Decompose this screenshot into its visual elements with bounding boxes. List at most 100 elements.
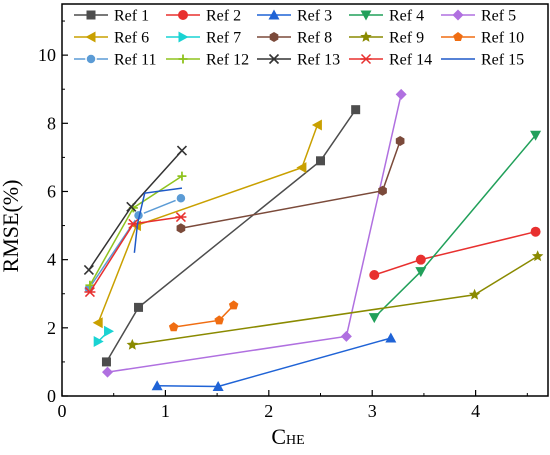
series-line: [105, 109, 357, 363]
legend-label: Ref 1: [114, 8, 149, 25]
data-point: [368, 313, 380, 324]
data-point: [134, 302, 144, 312]
data-point: [395, 136, 405, 147]
axis-layer: 0 1 2 3 4 0 2 4 6 8 10: [38, 3, 549, 421]
legend-swatch-marker: [268, 9, 280, 20]
legend-item: Ref 12: [166, 52, 249, 69]
series-line: [157, 337, 392, 388]
data-point: [415, 267, 427, 278]
x-tick-label: 1: [161, 401, 170, 421]
data-point: [176, 145, 188, 156]
y-tick-label: 8: [47, 113, 56, 133]
data-point: [84, 287, 96, 298]
series-line: [374, 230, 536, 276]
legend-swatch-marker: [178, 31, 189, 43]
data-point: [378, 185, 387, 196]
legend-label: Ref 13: [297, 52, 340, 69]
data-point: [83, 264, 94, 275]
y-tick-label: 4: [47, 250, 56, 270]
legend-label: Ref 14: [389, 52, 432, 69]
series-ref-8: [176, 136, 405, 234]
legend-swatch-marker: [178, 54, 188, 64]
legend-item: Ref 1: [74, 8, 149, 25]
data-point: [214, 315, 224, 325]
data-point: [530, 130, 542, 141]
series-line: [132, 255, 539, 346]
series-line: [133, 187, 183, 253]
legend-label: Ref 8: [297, 30, 332, 47]
legend-label: Ref 10: [481, 30, 524, 47]
series-ref-14: [84, 212, 187, 298]
legend-swatch-marker: [452, 9, 464, 21]
series-line: [373, 134, 537, 319]
data-point: [369, 269, 380, 280]
series-ref-15: [133, 187, 183, 253]
legend-item: Ref 3: [257, 8, 332, 25]
legend-swatch-marker: [178, 10, 188, 20]
data-point: [85, 280, 95, 290]
legend-swatch-marker: [85, 53, 97, 65]
data-point: [126, 201, 137, 212]
legend-label: Ref 12: [206, 52, 249, 69]
series-ref-7: [93, 325, 115, 347]
data-point: [415, 254, 426, 265]
data-point: [212, 380, 224, 391]
data-point: [228, 300, 239, 310]
data-point: [101, 366, 113, 378]
legend-item: Ref 8: [257, 30, 332, 47]
data-point: [168, 322, 179, 332]
data-point: [175, 212, 187, 223]
plot-layer: [83, 88, 544, 391]
legend-label: Ref 15: [481, 52, 524, 69]
data-point: [175, 192, 187, 205]
data-point: [385, 332, 397, 343]
series-ref-10: [168, 300, 239, 332]
series-ref-1: [101, 105, 361, 367]
data-point: [340, 330, 352, 342]
legend-item: Ref 4: [349, 8, 424, 25]
y-axis-label: RMSE(%): [0, 180, 23, 273]
x-axis-label: CHE: [271, 424, 304, 449]
series-ref-5: [101, 88, 407, 378]
data-point: [311, 119, 322, 131]
legend-swatch-marker: [360, 10, 372, 21]
legend-swatch-marker: [86, 10, 96, 20]
series-line: [173, 304, 235, 328]
legend-swatch-marker: [453, 32, 463, 42]
legend-item: Ref 15: [441, 52, 524, 69]
data-point: [101, 357, 111, 367]
legend-swatch-marker: [269, 32, 279, 42]
x-axis-label-subscript: HE: [286, 433, 305, 448]
legend-item: Ref 5: [441, 8, 516, 25]
series-ref-4: [368, 130, 542, 324]
x-tick-label: 2: [264, 401, 273, 421]
x-axis-label-main: C: [271, 424, 286, 449]
series-line: [89, 175, 183, 286]
y-tick-label: 6: [47, 181, 56, 201]
legend-item: Ref 9: [349, 30, 424, 47]
data-point: [531, 250, 544, 262]
x-tick-label: 3: [368, 401, 377, 421]
series-ref-9: [126, 250, 544, 350]
legend-label: Ref 7: [206, 30, 241, 47]
y-tick-label: 2: [47, 318, 56, 338]
series-ref-13: [83, 145, 188, 275]
x-tick-label: 0: [58, 401, 67, 421]
legend-label: Ref 5: [481, 8, 516, 25]
legend-swatch-marker: [360, 53, 372, 65]
legend-label: Ref 9: [389, 30, 424, 47]
series-ref-2: [369, 226, 541, 280]
data-point: [351, 105, 361, 115]
legend-item: Ref 14: [349, 52, 432, 69]
data-point: [93, 335, 104, 347]
data-point: [468, 288, 481, 300]
data-point: [296, 162, 307, 174]
legend-item: Ref 13: [257, 52, 340, 69]
x-tick-label: 4: [471, 401, 480, 421]
legend-swatch-marker: [268, 53, 280, 65]
legend: Ref 1 Ref 2 Ref 3 Ref 4 Ref 5 Ref 6 Ref 7 Ref 8…: [74, 8, 524, 69]
data-point: [126, 338, 139, 350]
legend-swatch-marker: [360, 31, 372, 42]
